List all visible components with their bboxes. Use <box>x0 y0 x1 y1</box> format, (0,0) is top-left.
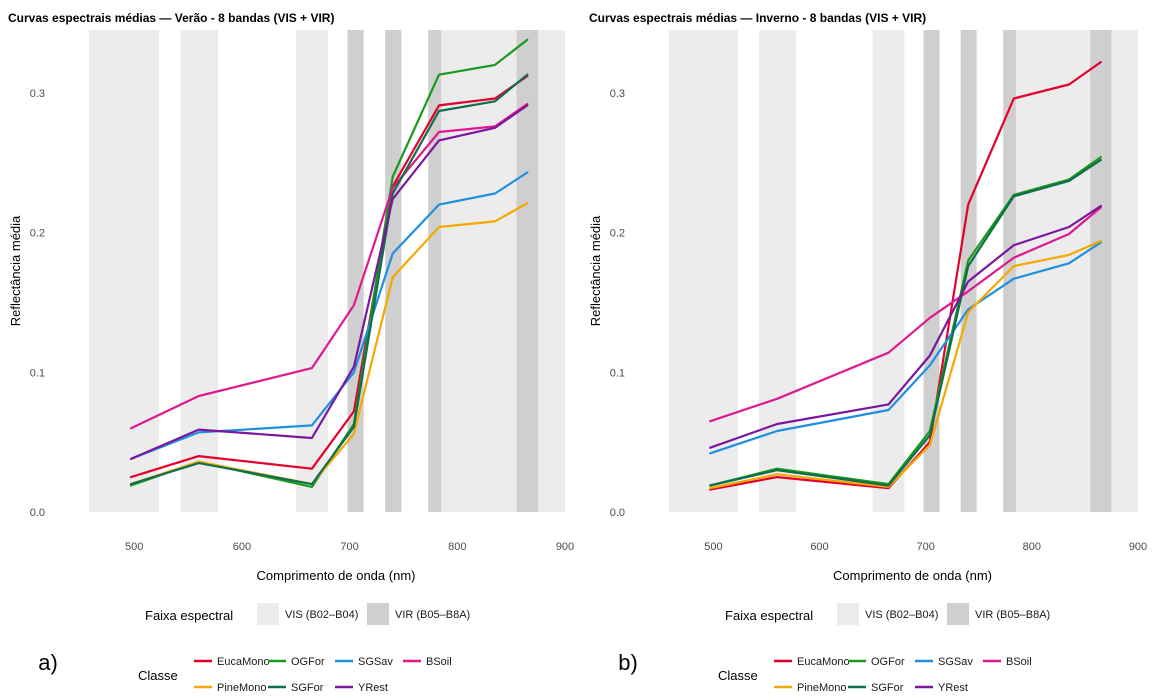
band-legend-vis-swatch <box>257 603 279 625</box>
x-tick-label: 900 <box>1129 541 1147 553</box>
x-axis-title: Comprimento de onda (nm) <box>257 568 416 583</box>
class-legend-label: OGFor <box>291 656 325 668</box>
class-legend-label: PineMono <box>217 682 267 694</box>
y-tick-label: 0.0 <box>30 507 45 519</box>
y-tick-label: 0.3 <box>610 88 625 100</box>
x-tick-label: 800 <box>448 541 466 553</box>
y-axis-title: Reflectância média <box>8 215 23 326</box>
band-legend-vir-label: VIR (B05–B8A) <box>395 609 470 621</box>
band-shade-vir <box>1090 30 1112 512</box>
series-line-eucamono <box>709 60 1102 491</box>
class-legend-label: BSoil <box>426 656 452 668</box>
series-line-bsoil <box>709 206 1102 423</box>
band-shade-vis <box>668 30 738 512</box>
panel-b: Curvas espectrais médias — Inverno - 8 b… <box>588 11 1147 694</box>
class-legend-title: Classe <box>138 668 178 683</box>
band-legend-vir-label: VIR (B05–B8A) <box>975 609 1050 621</box>
series-line-sgfor <box>709 158 1102 487</box>
y-tick-label: 0.2 <box>30 228 45 240</box>
class-legend-label: SGSav <box>358 656 393 668</box>
band-shade-vis <box>295 30 329 512</box>
band-shade-vis <box>180 30 219 512</box>
series-line-pinemono <box>709 239 1102 490</box>
band-legend-title: Faixa espectral <box>725 608 813 623</box>
band-shade-vis <box>872 30 905 512</box>
band-legend-vis-label: VIS (B02–B04) <box>865 609 938 621</box>
y-tick-label: 0.1 <box>30 367 45 379</box>
x-tick-label: 800 <box>1023 541 1041 553</box>
y-tick-label: 0.2 <box>610 228 625 240</box>
x-tick-label: 600 <box>810 541 828 553</box>
class-legend-label: YRest <box>358 682 388 694</box>
series-line-yrest <box>709 204 1102 449</box>
x-axis-title: Comprimento de onda (nm) <box>833 568 992 583</box>
x-tick-label: 600 <box>233 541 251 553</box>
band-legend-vis-label: VIS (B02–B04) <box>285 609 358 621</box>
band-shade-vir <box>385 30 402 512</box>
x-tick-label: 900 <box>556 541 574 553</box>
series-line-yrest <box>129 104 529 460</box>
band-legend-vir-swatch <box>947 603 969 625</box>
y-tick-label: 0.1 <box>610 367 625 379</box>
band-shade-vis <box>759 30 797 512</box>
y-tick-label: 0.3 <box>30 88 45 100</box>
x-tick-label: 700 <box>917 541 935 553</box>
class-legend-label: EucaMono <box>797 656 850 668</box>
band-shade-vir <box>516 30 538 512</box>
chart-title: Curvas espectrais médias — Verão - 8 ban… <box>8 11 334 25</box>
panel-a: Curvas espectrais médias — Verão - 8 ban… <box>8 11 574 694</box>
band-shade-vis <box>441 30 565 512</box>
class-legend-label: PineMono <box>797 682 847 694</box>
class-legend-label: YRest <box>938 682 968 694</box>
class-legend-label: BSoil <box>1006 656 1032 668</box>
band-shade-vir <box>960 30 977 512</box>
panel-label: b) <box>618 650 638 675</box>
band-legend-title: Faixa espectral <box>145 608 233 623</box>
class-legend-label: EucaMono <box>217 656 270 668</box>
band-legend-vir-swatch <box>367 603 389 625</box>
series-line-sgsav <box>709 241 1102 455</box>
band-shade-vis <box>89 30 159 512</box>
x-tick-label: 500 <box>704 541 722 553</box>
x-tick-label: 500 <box>125 541 143 553</box>
class-legend-label: SGFor <box>871 682 904 694</box>
series-line-sgfor <box>129 73 529 486</box>
y-axis-title: Reflectância média <box>588 215 603 326</box>
band-shade-vir <box>923 30 940 512</box>
y-tick-label: 0.0 <box>610 507 625 519</box>
class-legend-title: Classe <box>718 668 758 683</box>
class-legend-label: SGFor <box>291 682 324 694</box>
panel-label: a) <box>38 650 58 675</box>
x-tick-label: 700 <box>340 541 358 553</box>
class-legend-label: OGFor <box>871 656 905 668</box>
band-shade-vis <box>1015 30 1138 512</box>
band-legend-vis-swatch <box>837 603 859 625</box>
series-line-pinemono <box>129 202 529 486</box>
series-line-bsoil <box>129 102 529 430</box>
chart-title: Curvas espectrais médias — Inverno - 8 b… <box>589 11 926 25</box>
class-legend-label: SGSav <box>938 656 973 668</box>
